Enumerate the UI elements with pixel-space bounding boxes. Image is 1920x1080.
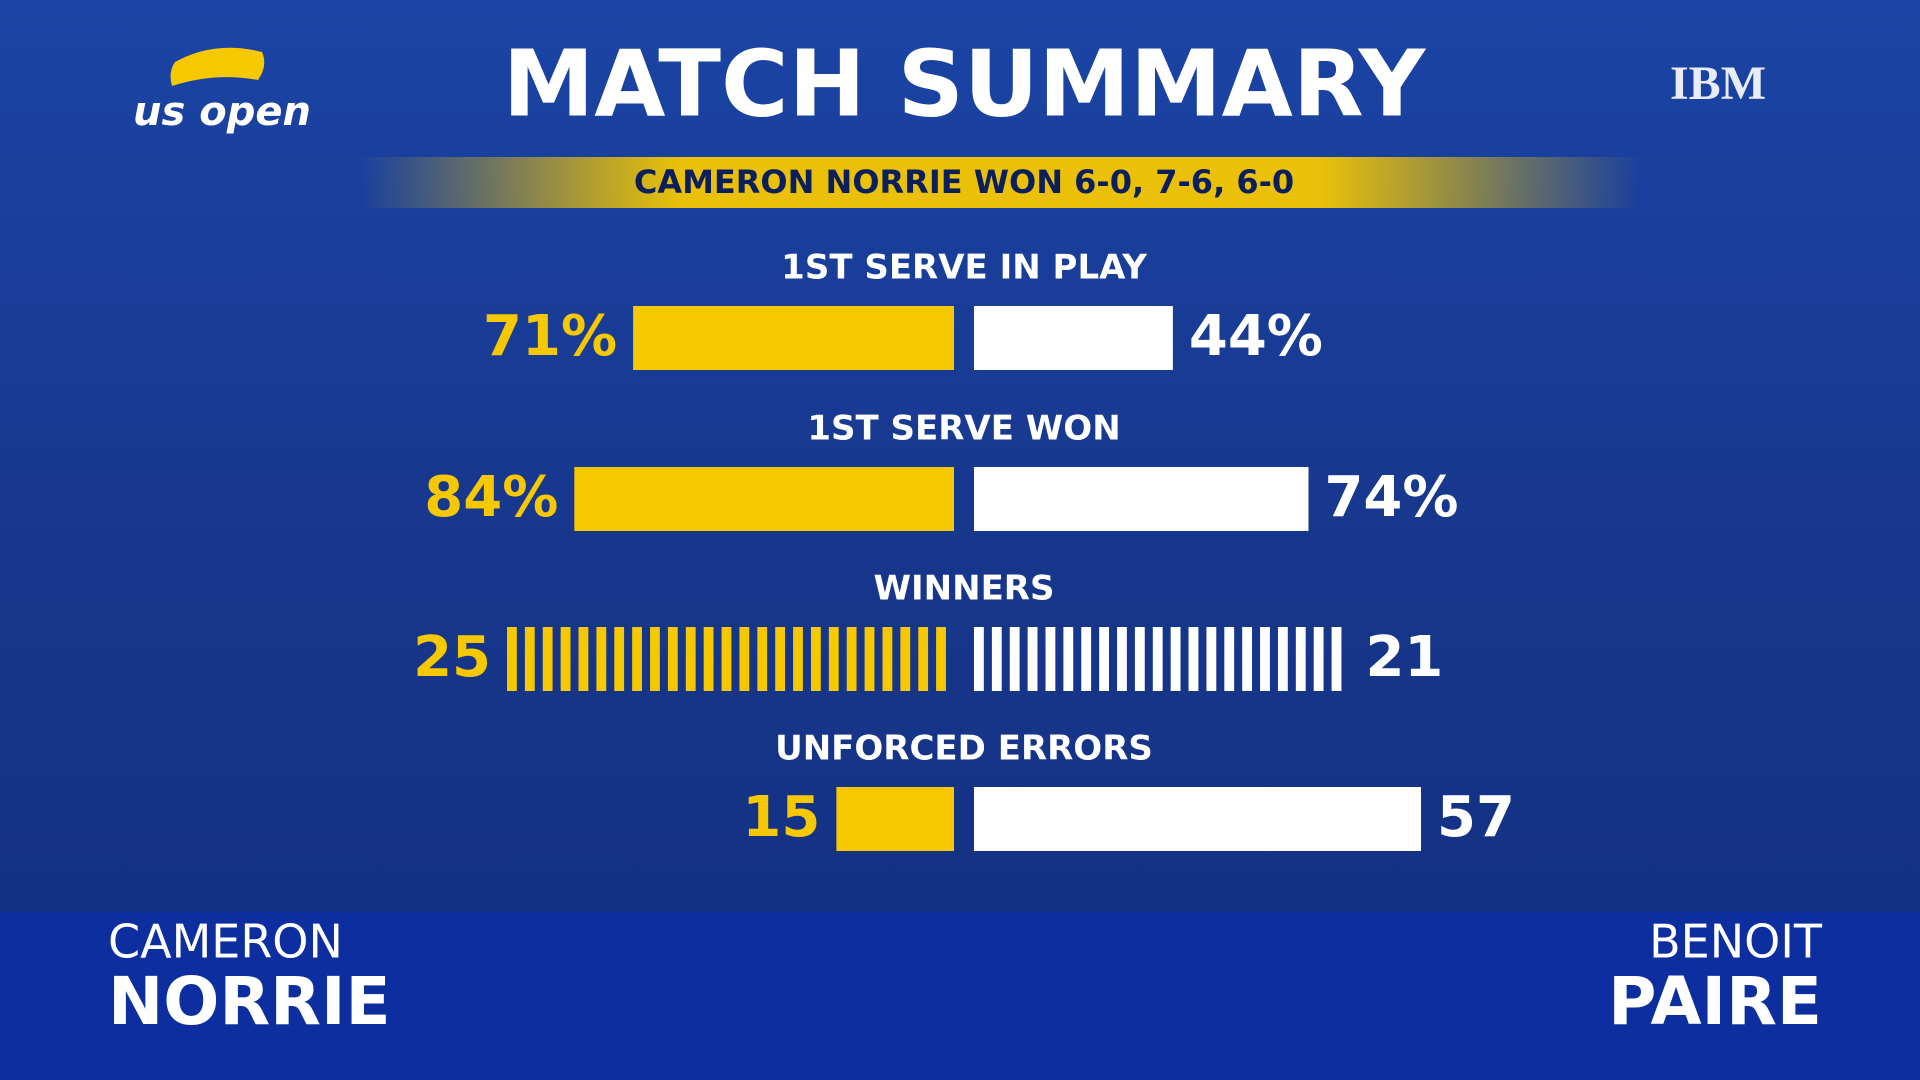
bar-stripe bbox=[632, 627, 642, 691]
bar-stripe bbox=[793, 627, 803, 691]
logo: us open bbox=[133, 89, 311, 135]
bar-stripe bbox=[828, 627, 839, 691]
player-last-name: NORRIE bbox=[108, 963, 391, 1040]
value-label: 21 bbox=[1365, 625, 1443, 690]
bar-stripe bbox=[1260, 627, 1270, 691]
bar-stripe bbox=[524, 627, 535, 691]
player-first-name: CAMERON bbox=[108, 915, 343, 969]
bar-stripe bbox=[1009, 627, 1020, 691]
bar-stripe bbox=[810, 627, 821, 691]
bar bbox=[974, 627, 1342, 691]
bar-stripe bbox=[936, 627, 946, 691]
bar-stripe bbox=[1134, 627, 1145, 691]
bar-stripe bbox=[1063, 627, 1074, 691]
result-band bbox=[360, 157, 1640, 208]
bar bbox=[974, 787, 1421, 851]
bar-stripe bbox=[775, 627, 786, 691]
bar-stripe bbox=[1027, 627, 1038, 691]
bar bbox=[507, 627, 946, 691]
bar-stripe bbox=[650, 627, 660, 691]
bar-stripe bbox=[1224, 627, 1235, 691]
bar-stripe bbox=[667, 627, 678, 691]
bar-stripe bbox=[1242, 627, 1253, 691]
stat-label: UNFORCED ERRORS bbox=[775, 729, 1153, 769]
bar-stripe bbox=[1206, 627, 1217, 691]
bar-stripe bbox=[918, 627, 929, 691]
value-label: 71% bbox=[483, 304, 617, 369]
bar-stripe bbox=[1152, 627, 1163, 691]
value-label: 15 bbox=[742, 785, 820, 850]
logo-ball bbox=[170, 47, 265, 86]
bar-stripe bbox=[1331, 627, 1342, 691]
bar-stripe bbox=[991, 627, 1002, 691]
bar-stripe bbox=[882, 627, 893, 691]
value-label: 84% bbox=[424, 465, 558, 530]
chart-subtitle: CAMERON NORRIE WON 6-0, 7-6, 6-0 bbox=[634, 163, 1294, 201]
name-strip bbox=[0, 912, 1920, 1080]
bar bbox=[574, 467, 954, 531]
chart-title: MATCH SUMMARY bbox=[503, 30, 1427, 137]
bar-stripe bbox=[703, 627, 714, 691]
bar-stripe bbox=[757, 627, 768, 691]
bar-stripe bbox=[1117, 627, 1127, 691]
sponsor-logo: IBM bbox=[1670, 57, 1766, 110]
player-last-name: PAIRE bbox=[1608, 963, 1822, 1040]
bar bbox=[633, 306, 954, 370]
value-label: 25 bbox=[413, 625, 491, 690]
stat-label: WINNERS bbox=[874, 569, 1055, 609]
bar-stripe bbox=[1099, 627, 1109, 691]
bar-stripe bbox=[614, 627, 625, 691]
bar-stripe bbox=[596, 627, 607, 691]
stat-label: 1ST SERVE IN PLAY bbox=[781, 248, 1147, 288]
bar-stripe bbox=[974, 627, 984, 691]
bar-stripe bbox=[1170, 627, 1181, 691]
bar-stripe bbox=[1277, 627, 1288, 691]
bar-stripe bbox=[900, 627, 911, 691]
bar-stripe bbox=[685, 627, 696, 691]
value-label: 57 bbox=[1437, 785, 1515, 850]
bar-stripe bbox=[542, 627, 553, 691]
player-first-name: BENOIT bbox=[1649, 915, 1823, 969]
value-label: 44% bbox=[1189, 304, 1323, 369]
bar-stripe bbox=[560, 627, 571, 691]
bar-stripe bbox=[846, 627, 857, 691]
bar-stripe bbox=[864, 627, 875, 691]
bar-stripe bbox=[1045, 627, 1056, 691]
bar bbox=[974, 467, 1309, 531]
bar-stripe bbox=[1081, 627, 1092, 691]
stat-label: 1ST SERVE WON bbox=[807, 409, 1120, 449]
bar-stripe bbox=[1295, 627, 1306, 691]
value-label: 74% bbox=[1324, 465, 1458, 530]
bar-stripe bbox=[721, 627, 732, 691]
bar-stripe bbox=[1313, 627, 1324, 691]
bar bbox=[974, 306, 1173, 370]
bar-stripe bbox=[507, 627, 517, 691]
bar bbox=[836, 787, 954, 851]
bar-stripe bbox=[1188, 627, 1199, 691]
bar-stripe bbox=[739, 627, 750, 691]
bar-stripe bbox=[578, 627, 589, 691]
